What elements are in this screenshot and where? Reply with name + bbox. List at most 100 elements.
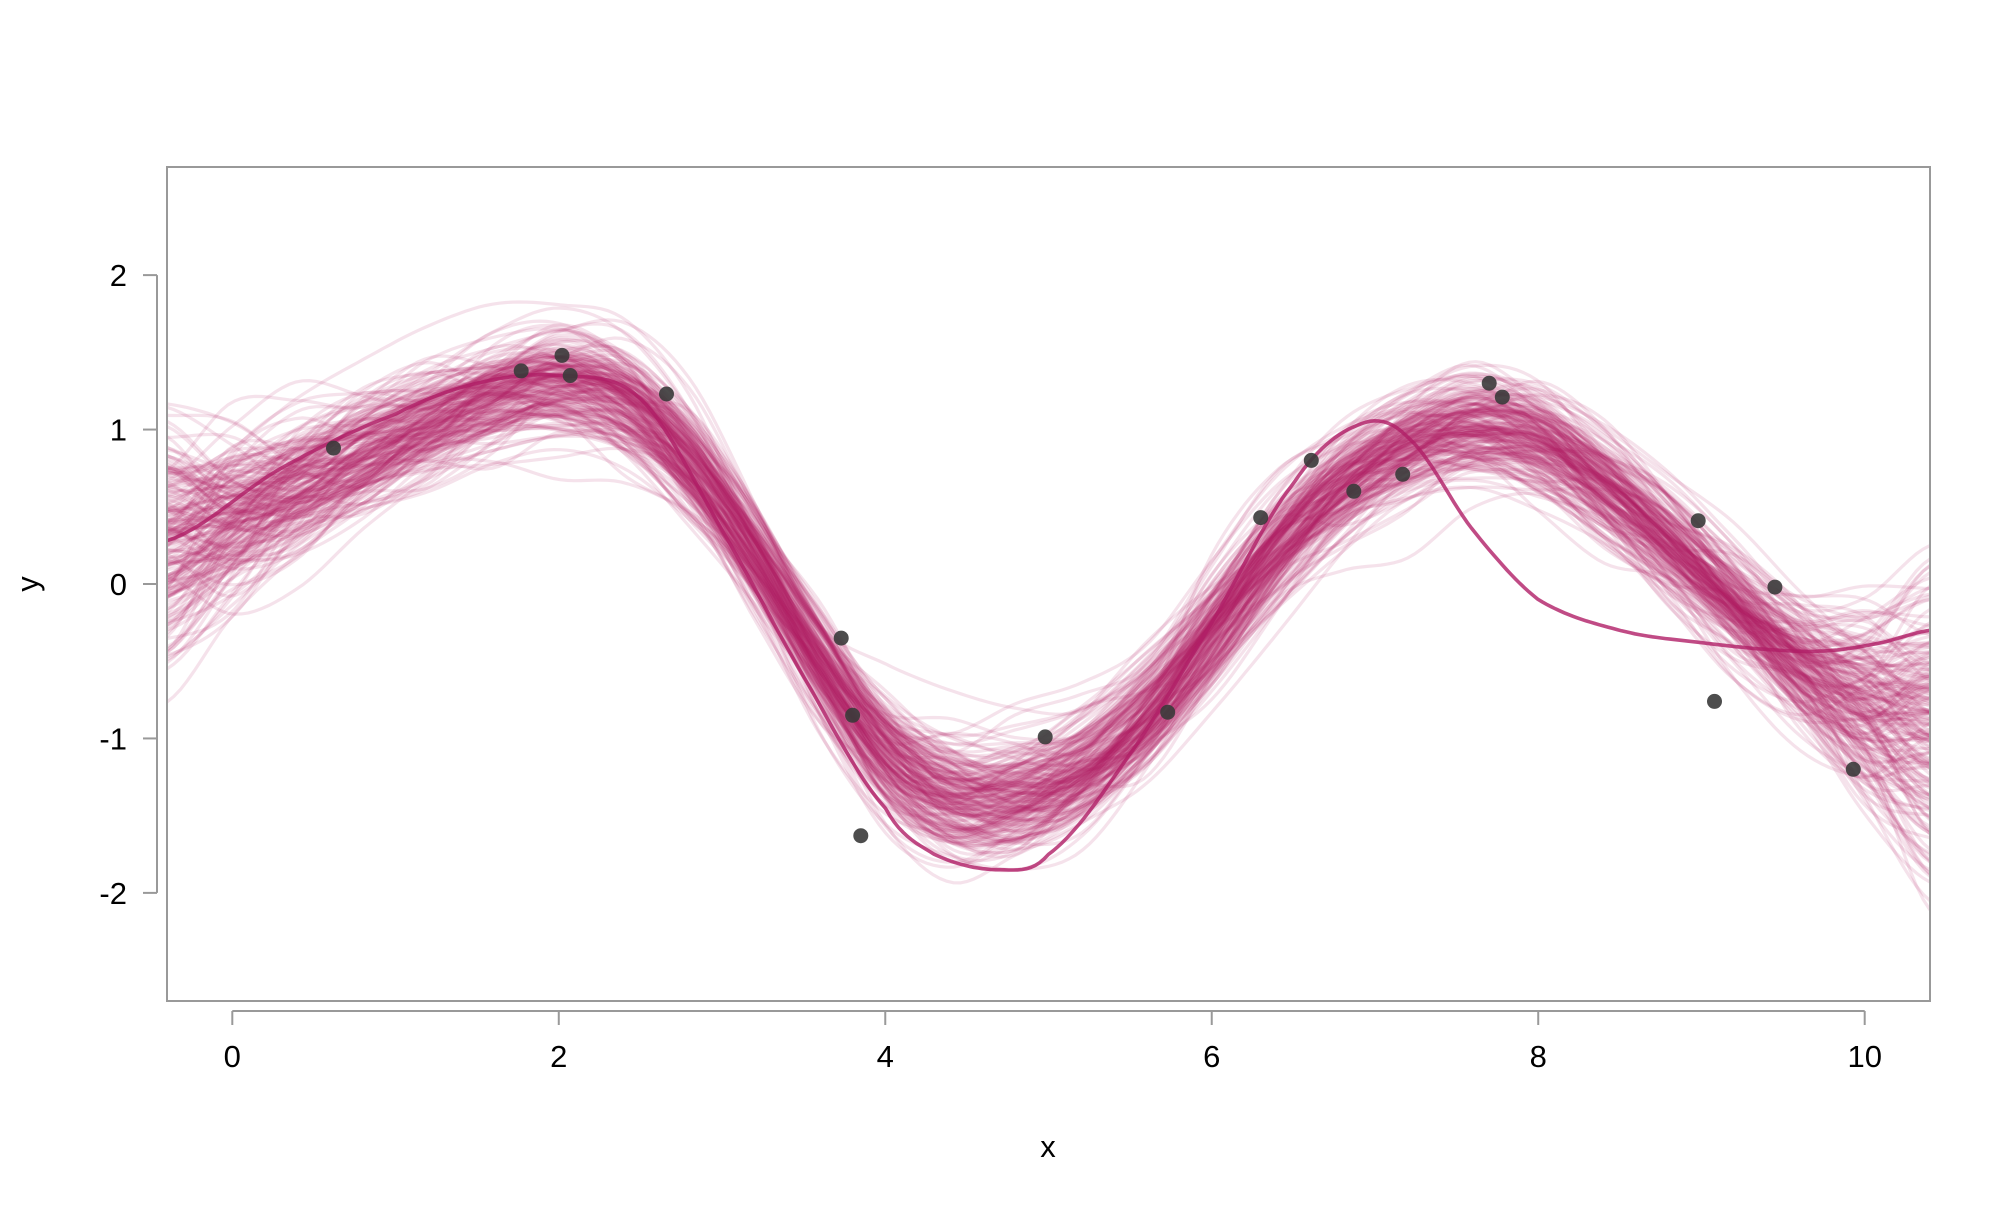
- posterior-sample-curve: [167, 373, 1930, 820]
- posterior-sample-curve: [167, 379, 1930, 828]
- posterior-sample-curve: [167, 414, 1930, 824]
- posterior-sample-curve: [167, 390, 1930, 811]
- posterior-sample-curve: [167, 353, 1930, 816]
- posterior-sample-curve: [167, 381, 1930, 795]
- posterior-sample-curve: [167, 371, 1930, 833]
- posterior-sample-curve: [167, 389, 1930, 819]
- posterior-sample-curve: [167, 361, 1930, 819]
- posterior-sample-curve: [167, 403, 1930, 809]
- posterior-sample-curve: [167, 412, 1930, 834]
- highlighted-curve: [167, 372, 1930, 872]
- posterior-sample-curve: [167, 386, 1930, 844]
- data-point: [1346, 483, 1362, 499]
- x-tick-label: 10: [1847, 1039, 1881, 1074]
- posterior-sample-curve: [167, 363, 1930, 783]
- posterior-sample-curve: [167, 339, 1930, 800]
- posterior-sample-curve: [167, 364, 1930, 803]
- posterior-sample-curve: [167, 370, 1930, 840]
- observations: [326, 347, 1861, 844]
- posterior-sample-curve: [167, 354, 1930, 775]
- data-point: [1303, 452, 1319, 468]
- posterior-sample-curve: [167, 360, 1930, 911]
- posterior-sample-curve: [167, 371, 1930, 795]
- posterior-sample-curve: [167, 394, 1930, 844]
- posterior-sample-curve: [167, 357, 1930, 791]
- posterior-sample-curve: [167, 362, 1930, 820]
- posterior-sample-curve: [167, 358, 1930, 821]
- posterior-sample-curve: [167, 370, 1930, 824]
- posterior-sample-curve: [167, 300, 1930, 716]
- posterior-sample-curve: [167, 378, 1930, 796]
- posterior-sample-curve: [167, 373, 1930, 846]
- data-point: [326, 440, 341, 456]
- posterior-sample-curve: [167, 365, 1930, 864]
- posterior-sample-curve: [167, 397, 1930, 802]
- data-point: [562, 368, 578, 383]
- posterior-sample-curve: [167, 413, 1930, 851]
- posterior-sample-curve: [167, 396, 1930, 833]
- posterior-sample-curve: [167, 364, 1930, 816]
- posterior-sample-curve: [167, 395, 1930, 791]
- posterior-sample-curve: [167, 378, 1930, 819]
- posterior-sample-curve: [167, 377, 1930, 831]
- posterior-sample-curve: [167, 346, 1930, 785]
- posterior-sample-curve: [167, 379, 1930, 823]
- posterior-sample-curve: [167, 347, 1930, 770]
- posterior-sample-curve: [167, 380, 1930, 844]
- posterior-sample-curve: [167, 375, 1930, 812]
- posterior-sample-curve: [167, 371, 1930, 767]
- axes: 0 2 4 6 8 10 -2 -1 0 1 2: [99, 258, 1882, 1074]
- posterior-sample-curve: [167, 323, 1930, 815]
- y-axis-title: y: [10, 576, 45, 592]
- posterior-sample-curve: [167, 344, 1930, 798]
- posterior-sample-curve: [167, 354, 1930, 804]
- posterior-sample-curve: [167, 379, 1930, 803]
- posterior-sample-curve: [167, 385, 1930, 838]
- data-point: [1690, 513, 1706, 529]
- posterior-sample-curve: [167, 389, 1930, 793]
- posterior-sample-curve: [167, 362, 1930, 862]
- posterior-sample-curve: [167, 411, 1930, 788]
- posterior-sample-curve: [167, 387, 1930, 847]
- posterior-sample-curve: [167, 364, 1930, 817]
- posterior-sample-curve: [167, 358, 1930, 789]
- posterior-sample-curve: [167, 327, 1930, 738]
- data-point: [1481, 375, 1497, 391]
- posterior-sample-curve: [167, 360, 1930, 808]
- posterior-sample-curve: [167, 367, 1930, 800]
- posterior-sample-curve: [167, 318, 1930, 740]
- posterior-sample-curve: [167, 390, 1930, 902]
- posterior-sample-curve: [167, 392, 1930, 836]
- posterior-sample-curve: [167, 372, 1930, 818]
- data-point: [659, 386, 674, 402]
- posterior-sample-curve: [167, 342, 1930, 786]
- data-point: [1037, 729, 1053, 745]
- posterior-sample-curve: [167, 390, 1930, 850]
- posterior-sample-curve: [167, 378, 1930, 813]
- posterior-sample-curve: [167, 376, 1930, 794]
- posterior-sample-curve: [167, 380, 1930, 884]
- posterior-sample-curve: [167, 374, 1930, 782]
- posterior-sample-curve: [167, 391, 1930, 792]
- data-point: [1395, 466, 1411, 482]
- posterior-sample-curve: [167, 357, 1930, 814]
- posterior-sample-curve: [167, 376, 1930, 833]
- posterior-sample-curve: [167, 368, 1930, 818]
- posterior-sample-curve: [167, 367, 1930, 798]
- posterior-sample-curve: [167, 404, 1930, 832]
- posterior-sample-curve: [167, 401, 1930, 846]
- posterior-sample-curve: [167, 412, 1930, 806]
- posterior-sample-curve: [167, 374, 1930, 855]
- posterior-sample-curve: [167, 344, 1930, 836]
- posterior-sample-curve: [167, 327, 1930, 784]
- posterior-sample-curve: [167, 376, 1930, 798]
- posterior-sample-curve: [167, 368, 1930, 812]
- data-point: [1707, 693, 1722, 709]
- posterior-sample-curve: [167, 354, 1930, 758]
- x-tick-label: 0: [224, 1039, 241, 1074]
- posterior-sample-curve: [167, 398, 1930, 802]
- posterior-sample-curve: [167, 361, 1930, 776]
- y-tick-label: -2: [99, 876, 127, 911]
- posterior-sample-curve: [167, 355, 1930, 769]
- posterior-sample-curve: [167, 392, 1930, 865]
